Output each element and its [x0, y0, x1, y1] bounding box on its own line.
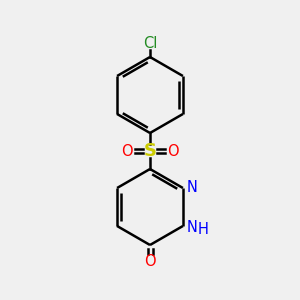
- Text: N: N: [187, 179, 197, 194]
- Text: H: H: [197, 223, 208, 238]
- Text: S: S: [143, 142, 157, 160]
- Text: Cl: Cl: [143, 35, 157, 50]
- Text: O: O: [167, 143, 179, 158]
- Text: N: N: [187, 220, 197, 235]
- Text: O: O: [121, 143, 133, 158]
- Text: O: O: [144, 254, 156, 268]
